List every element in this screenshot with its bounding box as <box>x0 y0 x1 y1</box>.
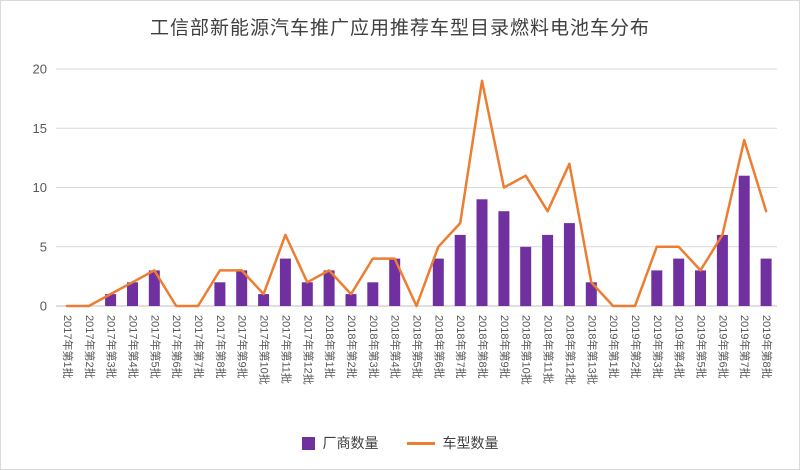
x-tick-label: 2018年第2批 <box>345 315 359 379</box>
bar <box>148 270 160 306</box>
x-tick-label: 2017年第9批 <box>236 315 250 379</box>
x-tick-label: 2019年第5批 <box>695 315 709 379</box>
bar <box>738 175 750 306</box>
y-tick-label: 15 <box>33 121 47 136</box>
x-tick-label: 2017年第8批 <box>214 315 228 379</box>
bar <box>236 270 248 306</box>
x-tick-label: 2018年第10批 <box>520 315 534 385</box>
bar <box>258 294 270 306</box>
line-series <box>65 79 768 308</box>
x-tick-label: 2019年第6批 <box>716 315 730 379</box>
bar <box>301 282 313 306</box>
x-tick-label: 2017年第12批 <box>301 315 315 385</box>
legend-label-manufacturers: 厂商数量 <box>322 435 379 451</box>
y-tick-label: 10 <box>33 180 47 195</box>
bar <box>695 270 706 306</box>
x-tick-label: 2017年第1批 <box>61 315 75 379</box>
x-tick-label: 2017年第6批 <box>170 315 184 379</box>
x-tick-label: 2017年第4批 <box>127 315 141 379</box>
x-tick-label: 2018年第8批 <box>476 315 490 379</box>
x-tick-label: 2017年第5批 <box>148 315 162 379</box>
line-swatch-icon <box>406 441 435 445</box>
bar <box>345 294 357 306</box>
bar <box>367 282 379 306</box>
bar <box>651 270 663 306</box>
x-tick-label: 2017年第7批 <box>192 315 206 379</box>
x-tick-label: 2018年第7批 <box>454 315 468 379</box>
x-tick-label: 2018年第9批 <box>498 315 512 379</box>
x-tick-label: 2017年第10批 <box>258 315 272 385</box>
y-tick-label: 5 <box>40 239 47 254</box>
x-tick-label: 2018年第1批 <box>323 315 337 379</box>
x-tick-label: 2018年第11批 <box>542 315 556 384</box>
bar <box>563 223 575 306</box>
x-tick-label: 2019年第7批 <box>738 315 752 379</box>
chart-title: 工信部新能源汽车推广应用推荐车型目录燃料电池车分布 <box>149 18 650 39</box>
x-tick-label: 2018年第12批 <box>563 315 577 385</box>
bar <box>279 258 291 306</box>
bar <box>520 246 532 307</box>
x-tick-label: 2019年第4批 <box>673 315 687 379</box>
x-tick-label: 2017年第3批 <box>105 315 119 379</box>
x-tick-label: 2019年第3批 <box>651 315 665 379</box>
bar <box>498 211 510 306</box>
x-tick-label: 2019年第8批 <box>760 315 774 379</box>
x-tick-label: 2018年第4批 <box>389 315 403 379</box>
bar <box>127 282 138 306</box>
x-tick-label: 2018年第3批 <box>367 315 381 379</box>
legend-label-models: 车型数量 <box>442 435 499 451</box>
bar <box>476 199 488 306</box>
x-tick-label: 2018年第6批 <box>432 315 446 379</box>
x-tick-label: 2018年第13批 <box>585 315 599 385</box>
bar <box>105 294 117 306</box>
x-tick-label: 2019年第2批 <box>629 315 643 379</box>
bar <box>214 282 226 306</box>
legend-item-models: 车型数量 <box>406 433 499 453</box>
chart-plot-area: 0 5 10 15 20 2017年第1批 2017年第2批 2017年第3批 2017年第4批… <box>33 62 777 385</box>
x-tick-label: 2017年第2批 <box>83 315 97 379</box>
chart-legend: 厂商数量 车型数量 <box>1 431 799 455</box>
x-tick-label: 2018年第5批 <box>411 315 425 379</box>
bar <box>389 258 401 306</box>
bar <box>542 234 554 306</box>
legend-item-manufacturers: 厂商数量 <box>301 433 379 453</box>
y-tick-label: 0 <box>40 299 47 314</box>
bar <box>432 258 444 306</box>
x-tick-label: 2019年第1批 <box>607 315 621 379</box>
bar <box>673 258 685 306</box>
y-tick-label: 20 <box>33 62 47 77</box>
bar <box>760 258 772 306</box>
bar <box>585 282 597 306</box>
x-tick-label: 2017年第11批 <box>279 315 293 384</box>
bar-swatch-icon <box>301 436 315 450</box>
bar <box>323 270 335 306</box>
bar <box>716 234 728 306</box>
bar <box>454 234 466 306</box>
